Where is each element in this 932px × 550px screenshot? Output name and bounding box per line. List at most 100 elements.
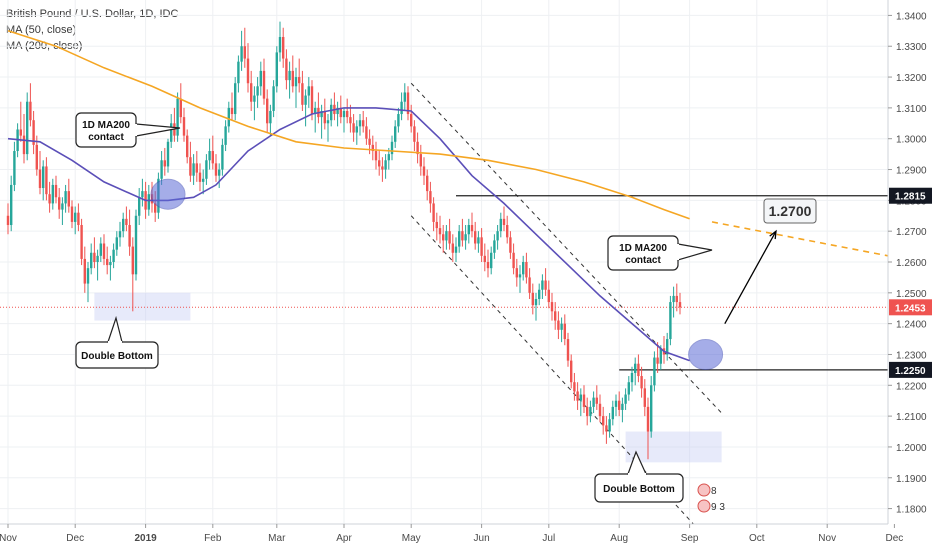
candle-body [595, 397, 598, 404]
candle [189, 141, 192, 182]
y-tick-label: 1.3400 [896, 11, 927, 22]
candle [666, 332, 669, 361]
candle [675, 283, 678, 312]
x-tick-label: Nov [0, 533, 17, 544]
candle [61, 197, 64, 226]
candle [525, 252, 528, 284]
candle [275, 46, 278, 93]
candle-body [256, 86, 259, 96]
candle [301, 70, 304, 111]
candle-body [10, 184, 13, 226]
candle [326, 114, 330, 142]
candles [6, 21, 682, 460]
x-tick-label: Jun [474, 533, 490, 544]
candle [96, 249, 99, 281]
candle-body [288, 70, 291, 81]
candle [192, 154, 195, 185]
candle [672, 286, 675, 318]
candle [518, 265, 522, 293]
candle [272, 80, 275, 118]
candle-body [451, 243, 454, 253]
candle-body [557, 320, 560, 330]
candle-body [96, 255, 99, 262]
candle [182, 107, 186, 142]
candle-body [246, 58, 250, 84]
candle [269, 104, 272, 136]
candle-body [291, 70, 294, 87]
candle-body [109, 262, 112, 266]
candle [422, 157, 426, 185]
candle [541, 274, 544, 299]
candle [42, 160, 45, 201]
candle-body [374, 151, 378, 161]
event-label: 8 [711, 486, 717, 497]
candle [160, 151, 163, 185]
price-axis-bg [888, 0, 932, 550]
level-price-text: 1.2815 [895, 192, 926, 203]
candle [202, 169, 205, 195]
candle-body [42, 166, 45, 189]
candle-body [477, 237, 480, 244]
candle [298, 58, 301, 93]
candle [496, 225, 499, 250]
candle [166, 138, 170, 173]
candle-body [550, 302, 554, 312]
candle-body [35, 144, 38, 170]
candle [605, 416, 608, 444]
candle-body [160, 160, 163, 179]
candle-body [467, 225, 470, 235]
candle-body [112, 249, 115, 262]
candle [595, 385, 598, 410]
candle [134, 209, 138, 281]
candle-body [250, 83, 253, 102]
candle-body [54, 184, 58, 198]
candle-body [445, 231, 448, 241]
candle-body [566, 339, 570, 361]
candle [93, 237, 96, 269]
candle [19, 101, 22, 142]
candle-body [330, 104, 333, 121]
candle [531, 283, 534, 315]
candle [554, 302, 557, 330]
candle-body [355, 126, 358, 133]
candle [208, 138, 211, 170]
candle-body [528, 277, 531, 293]
candle-body [362, 120, 365, 127]
candle [106, 246, 109, 275]
candle [186, 129, 189, 164]
candle-body [285, 58, 288, 81]
candle [365, 117, 368, 145]
x-tick-label: Oct [749, 533, 765, 544]
candle [333, 92, 336, 121]
candle-body [666, 339, 669, 355]
target-label-text: 1.2700 [769, 203, 812, 219]
ma50-line [7, 107, 690, 362]
x-tick-label: Mar [268, 533, 286, 544]
candle-body [672, 295, 675, 303]
candle-body [310, 86, 314, 115]
level-price-tag [889, 361, 932, 378]
candle-body [518, 274, 522, 278]
candle-body [368, 138, 371, 145]
candle [637, 354, 640, 383]
candle [442, 225, 445, 253]
candle-body [230, 107, 234, 115]
x-tick-label: May [402, 533, 421, 544]
candle-body [134, 215, 138, 275]
ma-contact-circle [150, 178, 186, 210]
candle-body [205, 160, 208, 179]
candle-body [669, 302, 672, 340]
candle-body [525, 262, 528, 278]
candle-body [259, 70, 262, 87]
candle-body [214, 163, 218, 176]
candle [598, 394, 602, 423]
price-axis: 1.3400 1.3300 1.3200 1.3100 1.3000 1.2900 1.28… [887, 0, 932, 550]
candle [592, 391, 595, 414]
candle [560, 317, 563, 343]
candle-body [560, 323, 563, 330]
candle [451, 234, 454, 262]
candle-body [221, 144, 224, 170]
candle-body [294, 77, 298, 87]
candle-body [432, 203, 435, 222]
